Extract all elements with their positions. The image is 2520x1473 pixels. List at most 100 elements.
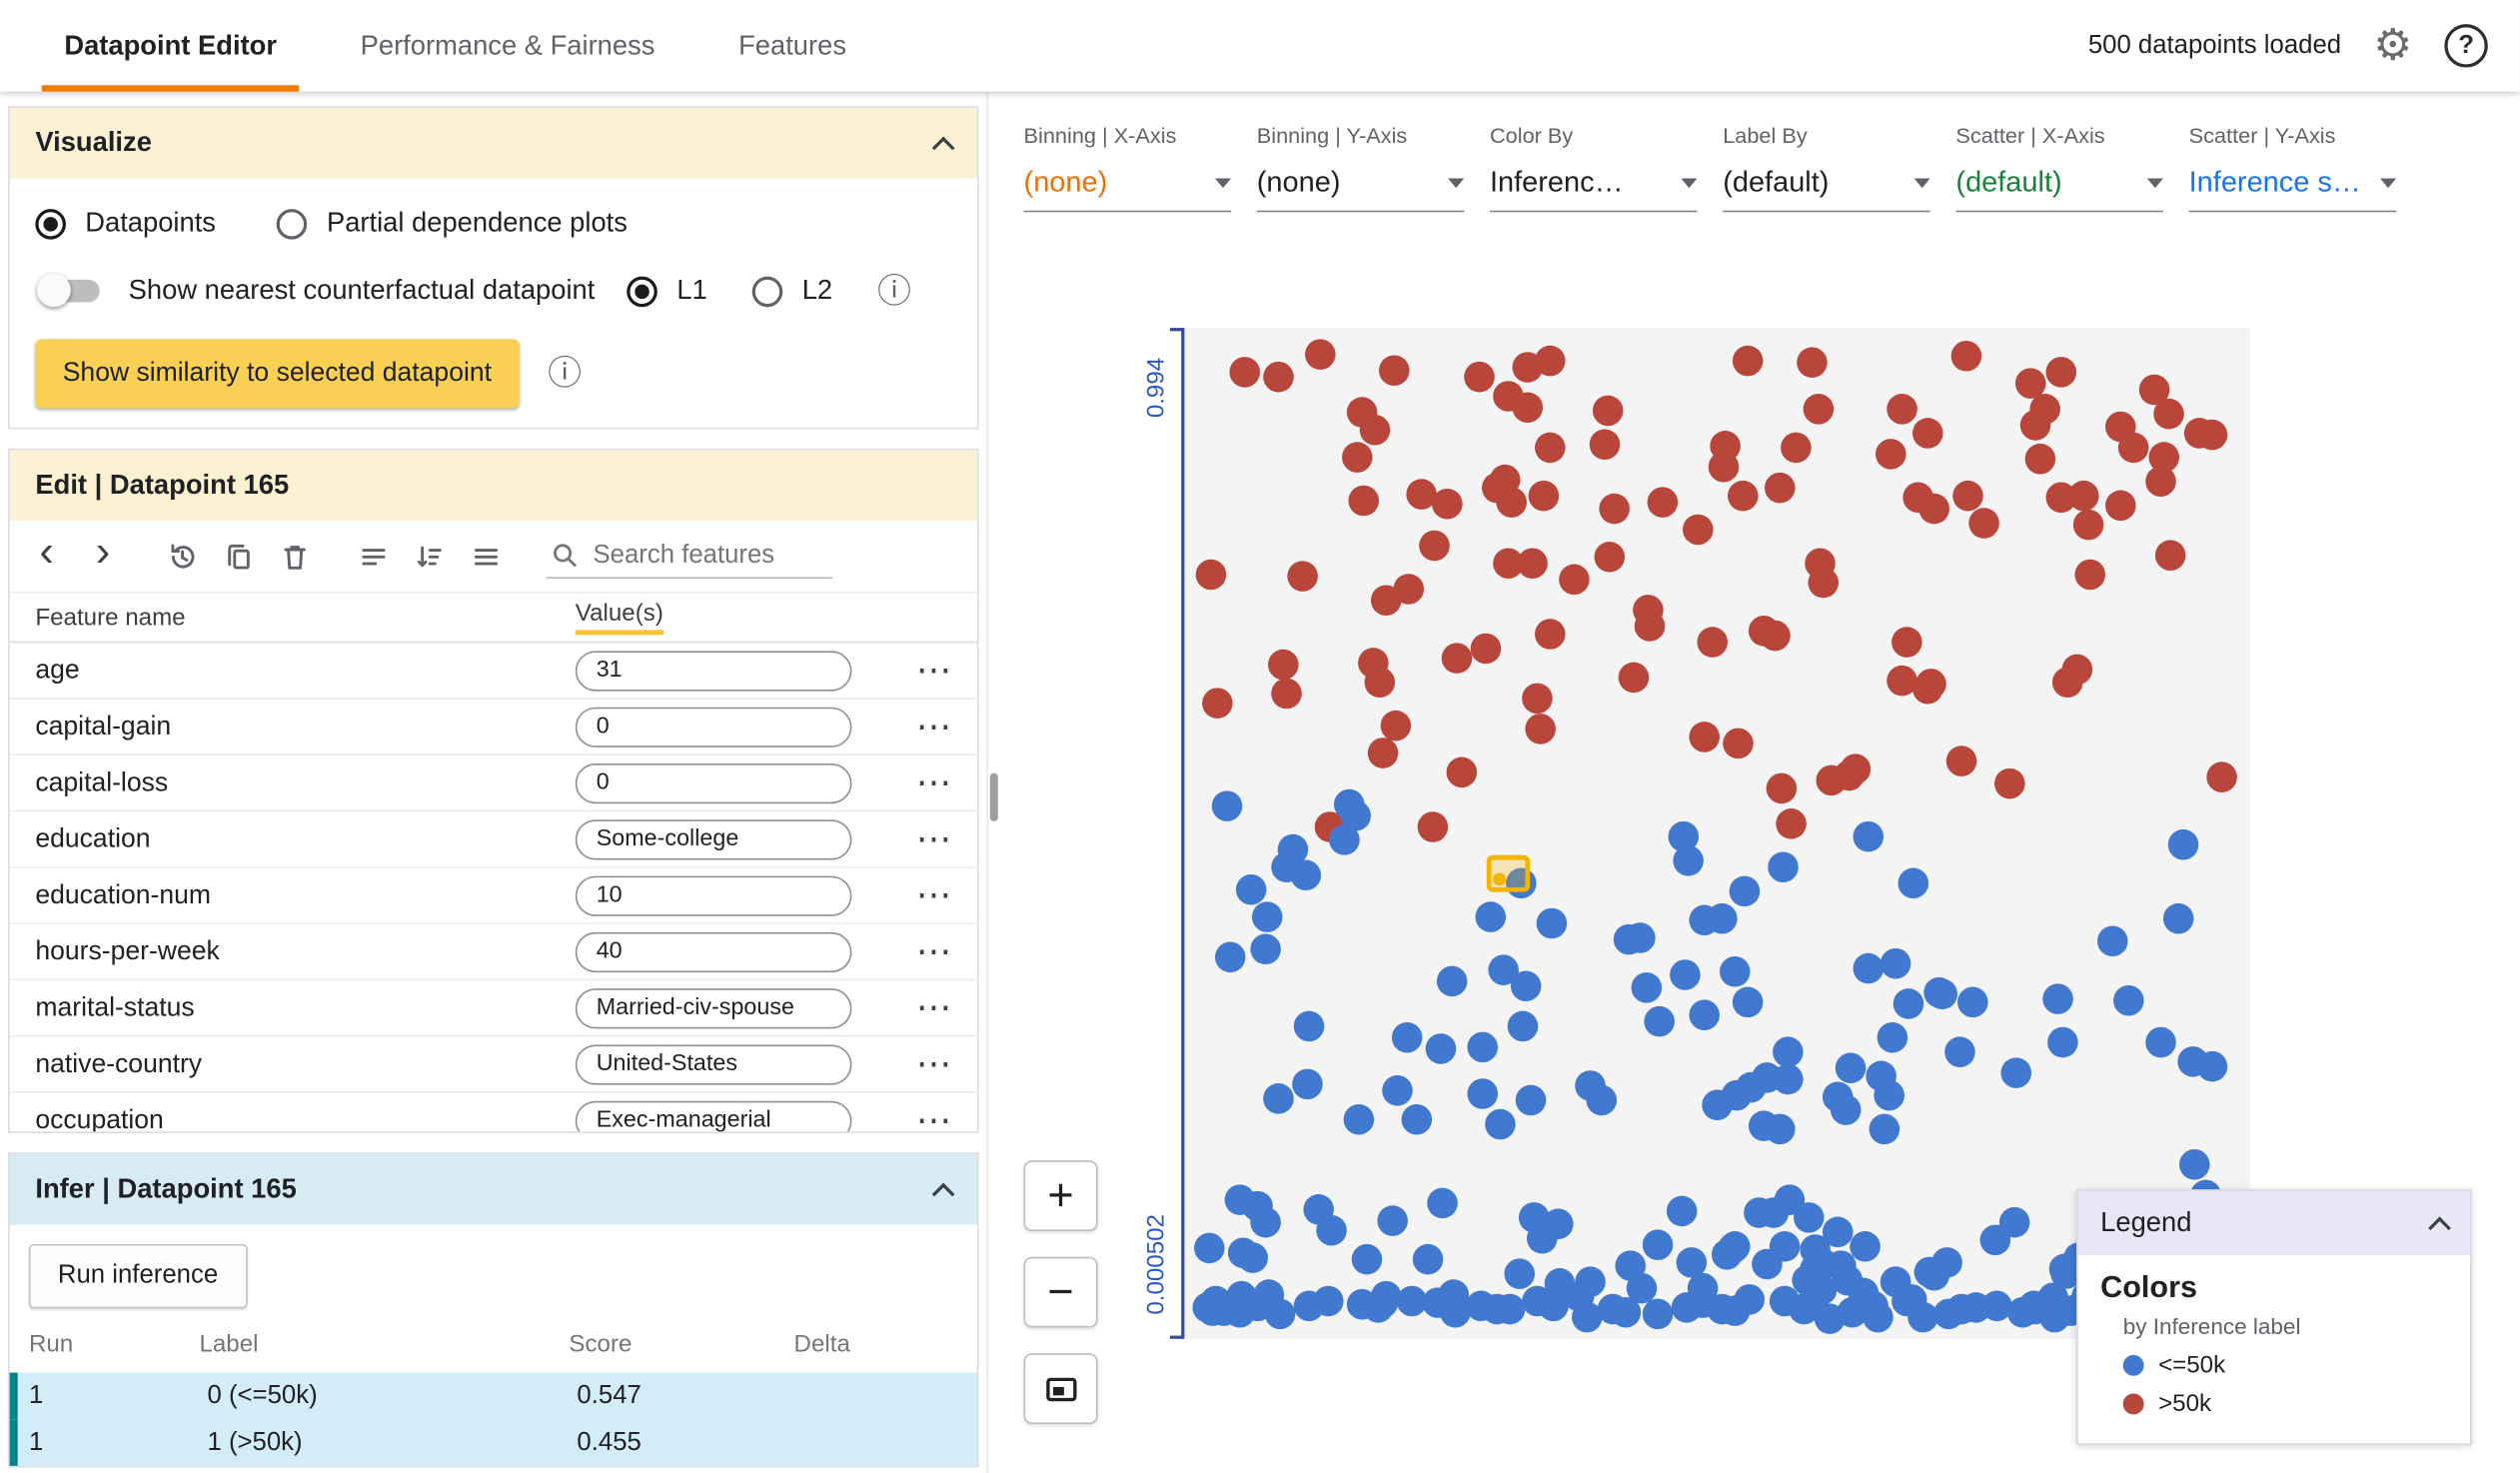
help-icon[interactable]: ? <box>2444 24 2488 68</box>
datapoint[interactable] <box>1891 626 1923 658</box>
feature-value-input[interactable] <box>575 762 852 803</box>
zoom-out-button[interactable]: − <box>1023 1256 1098 1328</box>
datapoint[interactable] <box>2024 443 2055 475</box>
restore-datapoint-icon[interactable] <box>161 536 203 578</box>
datapoint[interactable] <box>1967 507 1999 539</box>
datapoint[interactable] <box>1735 1072 1767 1103</box>
tab-performance-fairness[interactable]: Performance & Fairness <box>360 29 655 61</box>
datapoint[interactable] <box>1618 663 1650 694</box>
datapoint[interactable] <box>1235 873 1267 904</box>
datapoint[interactable] <box>1892 988 1924 1019</box>
datapoint[interactable] <box>1870 1113 1900 1144</box>
datapoint[interactable] <box>1672 844 1704 876</box>
datapoint[interactable] <box>2178 1148 2209 1180</box>
datapoint[interactable] <box>1878 1022 1908 1053</box>
radio-datapoints[interactable]: Datapoints <box>35 207 216 239</box>
datapoint[interactable] <box>1494 1293 1526 1324</box>
feature-value-input[interactable] <box>575 650 852 691</box>
datapoint[interactable] <box>1351 1244 1382 1276</box>
datapoint[interactable] <box>1270 679 1302 710</box>
feature-value-input[interactable] <box>575 1043 852 1084</box>
zoom-to-fit-button[interactable] <box>1023 1353 1098 1425</box>
datapoint[interactable] <box>1432 489 1463 520</box>
datapoint[interactable] <box>1862 1302 1893 1333</box>
datapoint[interactable] <box>1368 737 1399 769</box>
datapoint[interactable] <box>2145 1027 2177 1058</box>
datapoint[interactable] <box>1749 616 1781 648</box>
datapoint[interactable] <box>1873 1080 1904 1112</box>
label-by-dropdown[interactable]: Label By (default) <box>1723 124 1930 213</box>
info-icon[interactable]: ⓘ <box>548 355 583 393</box>
datapoint[interactable] <box>1774 1183 1805 1215</box>
datapoint[interactable] <box>1506 1011 1538 1042</box>
datapoint[interactable] <box>1504 1258 1535 1289</box>
datapoint[interactable] <box>2051 667 2083 699</box>
datapoint[interactable] <box>1788 1294 1820 1325</box>
datapoint[interactable] <box>1264 1298 1295 1329</box>
datapoint[interactable] <box>1594 541 1626 573</box>
datapoint[interactable] <box>1440 1296 1472 1327</box>
datapoint[interactable] <box>2153 398 2184 429</box>
datapoint[interactable] <box>1917 493 1949 525</box>
scatter-plot[interactable]: 0.994 0.000502 <box>1143 328 2250 1339</box>
datapoint[interactable] <box>1677 1246 1708 1278</box>
info-icon[interactable]: ⓘ <box>877 272 911 310</box>
datapoint[interactable] <box>1776 808 1807 839</box>
datapoint[interactable] <box>1293 1009 1325 1041</box>
datapoint[interactable] <box>1808 568 1839 599</box>
datapoint[interactable] <box>1465 1290 1497 1322</box>
menu-icon[interactable] <box>465 536 507 578</box>
selected-datapoint-marker[interactable] <box>1486 854 1531 892</box>
datapoint[interactable] <box>1333 788 1365 820</box>
color-by-dropdown[interactable]: Color By Inferenc… <box>1489 124 1698 213</box>
delete-datapoint-icon[interactable] <box>273 536 315 578</box>
datapoint[interactable] <box>1648 487 1679 519</box>
datapoint[interactable] <box>1212 790 1243 821</box>
datapoint[interactable] <box>1803 394 1835 425</box>
datapoint[interactable] <box>1723 728 1754 759</box>
datapoint[interactable] <box>2097 925 2129 957</box>
search-features-input[interactable] <box>593 541 828 571</box>
datapoint[interactable] <box>1229 356 1261 388</box>
datapoint[interactable] <box>1632 595 1664 626</box>
datapoint[interactable] <box>1510 970 1541 1001</box>
datapoint[interactable] <box>1944 745 1976 777</box>
datapoint[interactable] <box>1766 773 1797 804</box>
duplicate-datapoint-icon[interactable] <box>217 536 259 578</box>
datapoint[interactable] <box>1999 1207 2031 1238</box>
datapoint[interactable] <box>1419 531 1451 562</box>
scatter-x-axis-dropdown[interactable]: Scatter | X-Axis (default) <box>1955 124 2163 213</box>
datapoint[interactable] <box>1436 966 1468 997</box>
datapoint[interactable] <box>2041 982 2073 1014</box>
datapoint[interactable] <box>1688 905 1720 936</box>
datapoint[interactable] <box>1329 824 1360 855</box>
datapoint[interactable] <box>1728 480 1760 512</box>
more-options-icon[interactable]: ⋯ <box>915 761 952 802</box>
datapoint[interactable] <box>1767 851 1799 883</box>
datapoint[interactable] <box>2112 985 2143 1016</box>
datapoint[interactable] <box>1518 1201 1549 1233</box>
infer-header[interactable]: Infer | Datapoint 165 <box>9 1153 977 1225</box>
datapoint[interactable] <box>1906 1302 1938 1334</box>
datapoint[interactable] <box>1853 821 1884 852</box>
inference-result-row[interactable]: 1 0 (<=50k) 0.547 <box>9 1372 977 1420</box>
feature-value-input[interactable] <box>575 706 852 747</box>
datapoint[interactable] <box>1881 948 1911 980</box>
datapoint[interactable] <box>1537 1290 1569 1322</box>
datapoint[interactable] <box>1250 1206 1281 1238</box>
datapoint[interactable] <box>1193 1232 1224 1264</box>
datapoint[interactable] <box>1574 1069 1606 1101</box>
datapoint[interactable] <box>1896 868 1928 899</box>
datapoint[interactable] <box>1631 972 1662 1004</box>
datapoint[interactable] <box>1993 767 2024 799</box>
datapoint[interactable] <box>1467 1031 1499 1063</box>
datapoint[interactable] <box>1643 1006 1675 1038</box>
datapoint[interactable] <box>1346 396 1377 428</box>
datapoint[interactable] <box>1831 1093 1862 1125</box>
datapoint[interactable] <box>1683 515 1714 547</box>
datapoint[interactable] <box>1642 1299 1673 1330</box>
datapoint[interactable] <box>1729 875 1761 907</box>
datapoint[interactable] <box>1252 901 1284 933</box>
datapoint[interactable] <box>1534 431 1566 463</box>
datapoint[interactable] <box>1611 1297 1642 1328</box>
